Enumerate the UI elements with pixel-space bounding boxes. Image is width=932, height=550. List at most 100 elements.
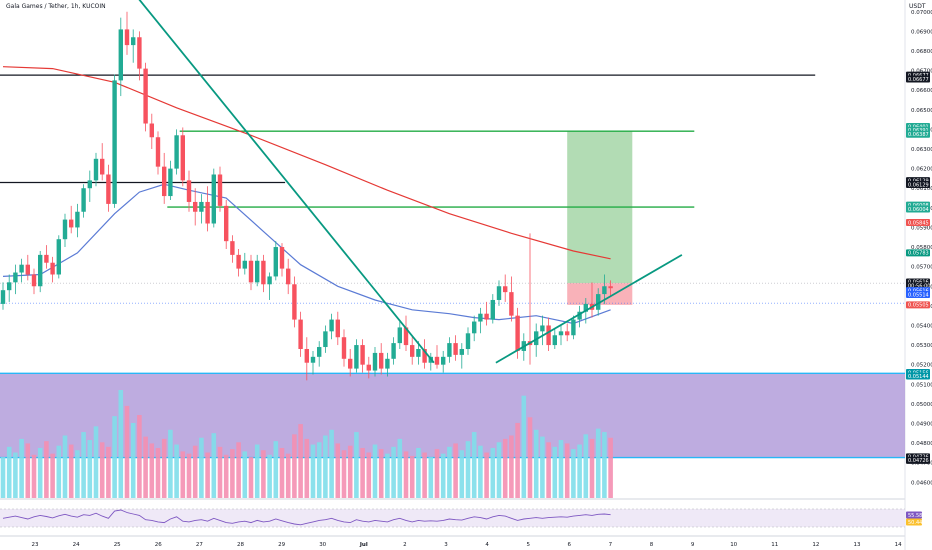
volume-bar xyxy=(279,447,285,498)
trendline-2 xyxy=(495,254,683,364)
volume-bar xyxy=(502,438,508,498)
volume-bar xyxy=(236,442,241,498)
candle-body xyxy=(149,123,154,138)
price-tag xyxy=(906,180,930,188)
candle-body xyxy=(397,327,402,344)
volume-bar xyxy=(354,432,359,498)
candle-body xyxy=(335,319,340,338)
volume-bar xyxy=(527,417,533,498)
candle-body xyxy=(602,286,607,295)
price-tag xyxy=(906,372,930,380)
candle-body xyxy=(329,319,334,332)
candle-body xyxy=(484,313,489,320)
price-tick-label: 0.06600 xyxy=(911,88,932,94)
volume-bar xyxy=(515,422,520,498)
volume-bar xyxy=(602,432,607,498)
volume-bar xyxy=(589,438,595,498)
price-tag-label: 0.04726 xyxy=(908,458,929,464)
candle-body xyxy=(143,68,148,124)
candle-body xyxy=(571,319,576,336)
volume-bar xyxy=(130,422,136,498)
volume-bar xyxy=(564,443,570,498)
volume-bar xyxy=(329,429,334,498)
candle-body xyxy=(304,348,309,363)
volume-bar xyxy=(87,440,93,498)
candle-body xyxy=(56,239,61,275)
candle-body xyxy=(298,319,303,349)
time-tick-label: 4 xyxy=(485,542,489,548)
candle-body xyxy=(372,352,378,371)
candle-body xyxy=(106,174,111,204)
volume-bar xyxy=(62,435,68,498)
volume-bar xyxy=(31,454,37,498)
volume-bar xyxy=(149,443,155,498)
rsi-band xyxy=(0,509,905,527)
price-tag xyxy=(906,130,930,138)
time-tick-label: 27 xyxy=(196,542,203,548)
volume-bar xyxy=(496,442,502,498)
candle-body xyxy=(261,260,266,285)
candle-body xyxy=(583,303,588,312)
candle-body xyxy=(403,327,409,346)
price-tick-label: 0.07000 xyxy=(911,10,932,16)
candle-body xyxy=(379,352,384,369)
volume-bar xyxy=(143,436,148,498)
price-tag xyxy=(906,290,930,298)
price-tick-label: 0.04800 xyxy=(911,441,932,447)
candle-body xyxy=(236,254,241,269)
rsi-tag-label: 50.44 xyxy=(908,520,922,526)
volume-bar xyxy=(180,451,186,498)
candle-body xyxy=(565,331,570,336)
volume-bar xyxy=(223,454,229,498)
candle-body xyxy=(534,331,539,346)
candle-body xyxy=(267,276,272,285)
candle-body xyxy=(279,247,285,269)
time-tick-label: 2 xyxy=(403,542,407,548)
price-tag-label: 0.05514 xyxy=(908,292,929,298)
candle-body xyxy=(199,201,204,212)
price-tag xyxy=(906,205,930,213)
volume-bar xyxy=(192,445,198,498)
candle-body xyxy=(75,211,80,228)
currency-label: USDT xyxy=(909,3,926,10)
volume-bar xyxy=(230,449,235,498)
candle-body xyxy=(69,219,74,228)
candle-body xyxy=(292,284,297,320)
candle-body xyxy=(286,268,291,285)
volume-bar xyxy=(546,442,551,498)
candle-body xyxy=(118,29,123,81)
candle-body xyxy=(366,364,371,371)
candle-body xyxy=(509,292,514,316)
candle-body xyxy=(112,80,117,204)
volume-bar xyxy=(347,445,353,498)
volume-bar xyxy=(25,443,31,498)
rsi-tag-label: 55.58 xyxy=(908,513,922,519)
volume-bar xyxy=(118,390,124,498)
candle-body xyxy=(137,37,142,69)
volume-bar xyxy=(540,436,545,498)
volume-bar xyxy=(509,435,514,498)
time-tick-label: 12 xyxy=(812,542,819,548)
price-tag-label: 0.05783 xyxy=(908,251,929,257)
price-tick-label: 0.04900 xyxy=(911,421,932,427)
candle-body xyxy=(162,166,167,197)
candle-body xyxy=(186,180,192,202)
candle-body xyxy=(496,286,502,300)
volume-bar xyxy=(316,442,322,498)
volume-bar xyxy=(595,428,601,498)
price-tag-label: 0.06387 xyxy=(908,132,929,138)
volume-bar xyxy=(211,433,217,498)
candle-body xyxy=(434,356,440,365)
time-tick-label: 9 xyxy=(691,542,695,548)
candle-body xyxy=(459,348,464,355)
volume-bar xyxy=(273,441,279,498)
volume-bar xyxy=(254,444,260,498)
candle-body xyxy=(577,311,582,320)
price-tick-label: 0.06200 xyxy=(911,167,932,173)
price-tick-label: 0.05300 xyxy=(911,343,932,349)
rsi-tag xyxy=(906,511,922,519)
time-tick-label: 3 xyxy=(444,542,448,548)
volume-bar xyxy=(161,438,167,498)
candle-body xyxy=(62,219,68,240)
